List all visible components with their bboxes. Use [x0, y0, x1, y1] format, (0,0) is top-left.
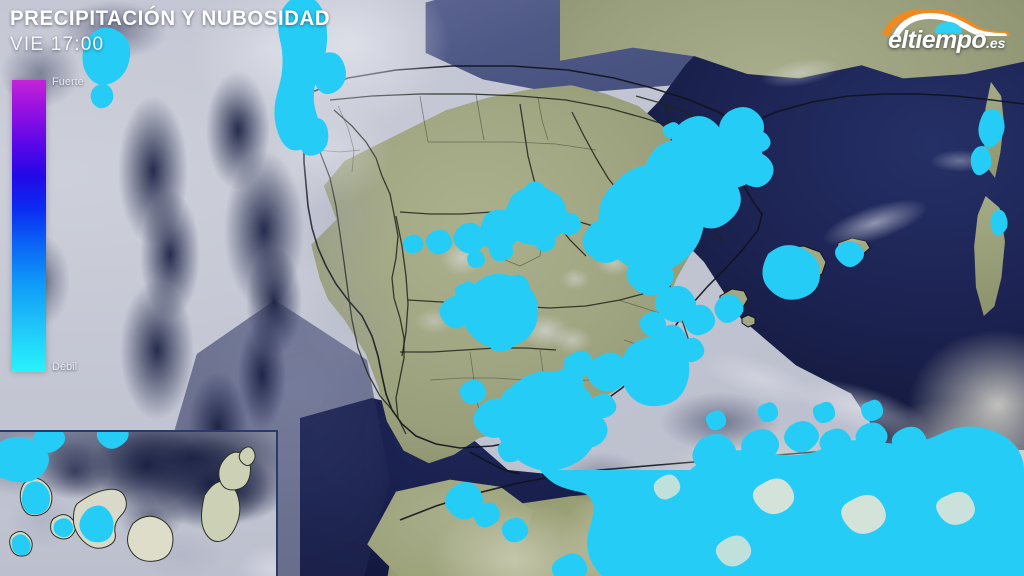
logo-wordmark: eltiempo.es	[888, 26, 1005, 55]
legend-gradient-bar	[12, 80, 46, 372]
page-title: PRECIPITACIÓN Y NUBOSIDAD	[10, 7, 331, 30]
forecast-timestamp: VIE 17:00	[10, 34, 105, 55]
legend-label-strong: Fuerte	[52, 76, 84, 88]
eltiempo-logo[interactable]: eltiempo.es	[882, 10, 1010, 56]
logo-tld: .es	[986, 35, 1006, 51]
legend-label-weak: Débil	[52, 361, 78, 373]
title-block: PRECIPITACIÓN Y NUBOSIDAD VIE 17:00	[10, 6, 340, 57]
canary-islands-inset[interactable]	[0, 430, 278, 576]
logo-cloud-arc-icon	[882, 10, 1010, 36]
canary-islands-shapes	[0, 432, 256, 562]
logo-brand: eltiempo	[888, 26, 987, 54]
precipitation-legend: Fuerte Débil	[12, 76, 86, 373]
